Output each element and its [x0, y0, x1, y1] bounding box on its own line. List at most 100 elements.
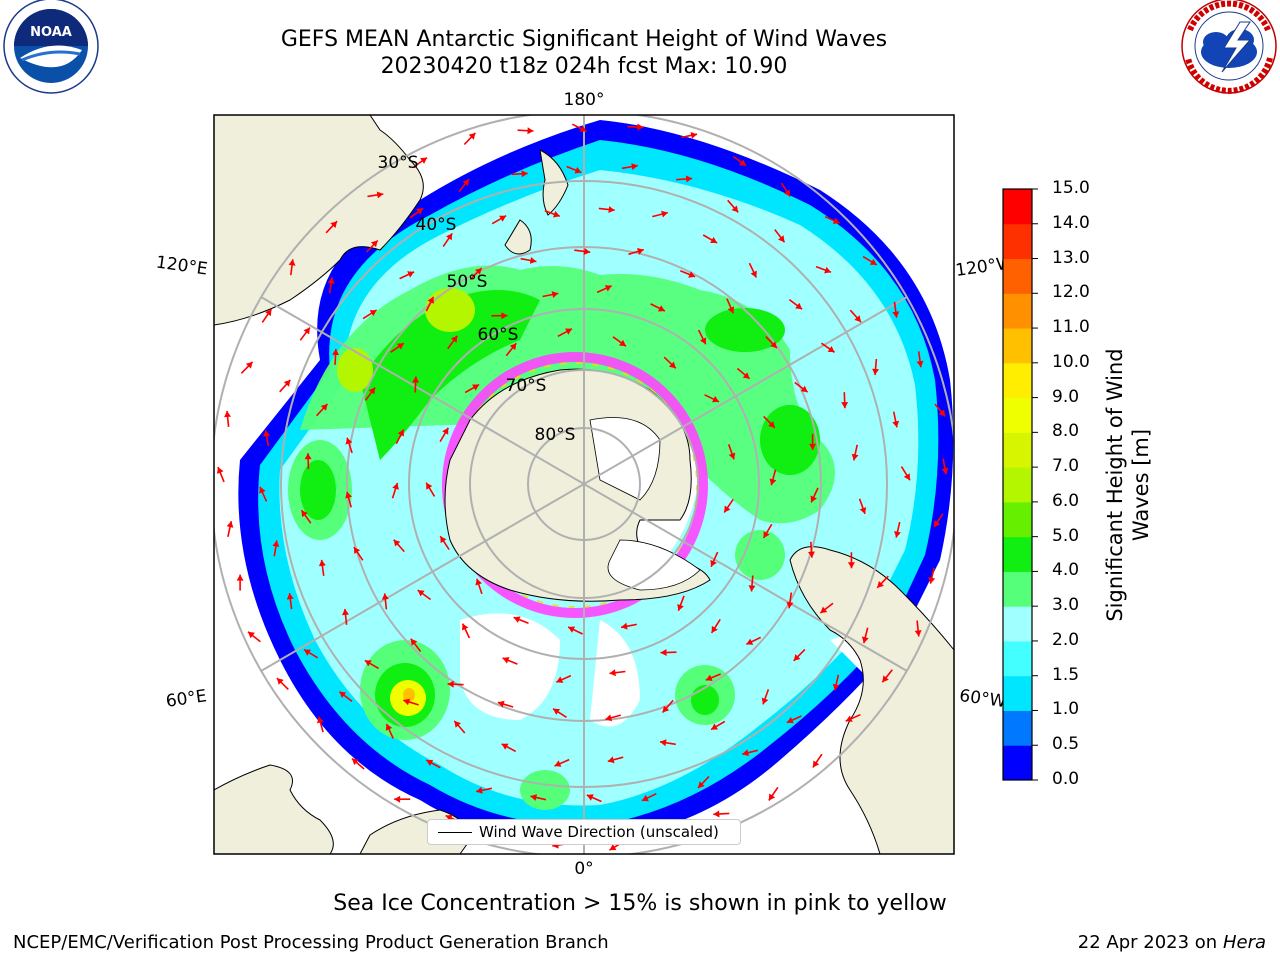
wave-arrow-head: [783, 189, 790, 197]
chart-title: GEFS MEAN Antarctic Significant Height o…: [280, 27, 888, 52]
wave-arrow-head: [677, 604, 684, 611]
wave-arrow-head: [265, 309, 272, 317]
wave-arrow-head: [454, 720, 461, 728]
wave-arrow-head: [914, 630, 922, 637]
wave-arrow-head: [462, 179, 470, 186]
colorbar-tick-label: 6.0: [1052, 490, 1080, 511]
legend-line-icon: [438, 832, 472, 833]
colorbar-segment: [1003, 745, 1032, 781]
lat-label-60s: 60°S: [478, 325, 519, 345]
wave-arrow-head: [392, 483, 399, 490]
wave-arrow-head: [609, 844, 617, 851]
wave-arrow-head: [793, 654, 801, 661]
wave-arrow-head: [407, 271, 415, 278]
colorbar-segment: [1003, 571, 1032, 607]
footer-credit: NCEP/EMC/Verification Post Processing Pr…: [13, 932, 609, 953]
wave-arrow-head: [318, 559, 326, 567]
wave-arrow-head: [553, 210, 560, 218]
wave-arrow-head: [824, 266, 831, 274]
lat-label-40s: 40°S: [416, 215, 457, 235]
wave-arrow-head: [859, 507, 867, 514]
wave-arrow-head: [426, 482, 433, 490]
wave-arrow-head: [778, 235, 785, 243]
legend-label: Wind Wave Direction (unscaled): [479, 823, 719, 841]
wave-arrow-head: [742, 749, 749, 757]
colorbar-tick-label: 0.5: [1052, 734, 1080, 755]
wave-arrow-head: [385, 723, 393, 731]
wave-arrow-head: [353, 547, 361, 554]
wave-arrow-head: [770, 341, 777, 349]
colorbar-segment: [1003, 223, 1032, 260]
wave-arrow-head: [847, 562, 855, 569]
footer-date-text: 22 Apr 2023 on: [1077, 932, 1223, 953]
wave-arrow-head: [660, 649, 667, 656]
wave-arrow-head: [502, 657, 510, 664]
wave-arrow-head: [750, 270, 757, 278]
wave-arrow-head: [376, 191, 384, 199]
colorbar-label: Significant Height of Wind Waves [m]: [1103, 348, 1153, 622]
wave-arrow-head: [727, 306, 735, 314]
wave-arrow-head: [499, 215, 507, 222]
sea-ice-note: Sea Ice Concentration > 15% is shown in …: [333, 891, 947, 916]
wave-arrow-head: [604, 285, 612, 292]
wave-arrow-head: [621, 622, 628, 630]
colorbar-segment: [1003, 710, 1032, 746]
wave-arrow-head: [861, 636, 869, 644]
wave-arrow-head: [688, 271, 696, 278]
wave-arrow-head: [574, 167, 582, 174]
wave-arrow-head: [748, 585, 756, 592]
wave-arrow-head: [619, 339, 626, 347]
wave-arrow-head: [286, 593, 294, 600]
wave-arrow-head: [501, 312, 508, 320]
wave-arrow-head: [397, 429, 404, 437]
wave-arrow-head: [427, 296, 434, 304]
colorbar-border: [1002, 188, 1033, 781]
wave-arrow-head: [941, 467, 949, 475]
wave-arrow-head: [371, 240, 378, 248]
wave-arrow-head: [369, 310, 377, 317]
colorbar-segment: [1003, 258, 1032, 294]
wave-arrow-head: [327, 277, 335, 284]
wave-arrow-head: [554, 760, 562, 767]
wave-arrow-head: [317, 716, 324, 724]
wave-arrow-head: [731, 205, 739, 213]
wave-arrow-head: [283, 379, 291, 387]
lon-label-180: 180°: [564, 90, 605, 110]
wave-arrow-head: [854, 315, 861, 323]
wave-arrow-head: [841, 402, 849, 409]
chart-subtitle: 20230420 t18z 024h fcst Max: 10.90: [380, 54, 788, 79]
wave-arrow-head: [877, 581, 884, 588]
wave-arrow-head: [637, 248, 644, 255]
wave-arrow-head: [586, 794, 594, 801]
wave-arrow-head: [660, 739, 667, 747]
meridian-lines: [260, 115, 908, 854]
wave-arrow-head: [809, 443, 817, 450]
wave-arrow-head: [303, 327, 310, 335]
wave-arrow-head: [662, 705, 670, 713]
lon-label-0: 0°: [574, 859, 593, 879]
wave-arrow-head: [746, 638, 754, 645]
wave-arrow-head: [808, 551, 815, 558]
colorbar-segment: [1003, 432, 1032, 468]
colorbar-tick-label: 4.0: [1052, 560, 1080, 581]
wave-arrow-head: [739, 159, 747, 166]
wave-arrow-head: [276, 678, 284, 685]
noaa-logo: NOAA: [3, 0, 99, 94]
south-america-landmass: [789, 546, 954, 854]
wave-arrow-head: [882, 675, 889, 683]
wave-arrow-head: [713, 810, 720, 818]
lon-label-60w: 60°W: [958, 686, 1007, 712]
wave-arrow-head: [224, 411, 231, 418]
colorbar-tick-label: 15.0: [1052, 178, 1090, 198]
wave-arrow-head: [217, 467, 224, 474]
colorbar-tick-label: 1.5: [1052, 664, 1080, 685]
australia-landmass: [214, 115, 424, 326]
wave-arrow-head: [416, 208, 424, 215]
lat-label-50s: 50°S: [447, 272, 488, 292]
wave-arrow-head: [690, 132, 698, 139]
wave-arrow-head: [352, 758, 359, 766]
wave-arrow-head: [761, 697, 769, 705]
wave-arrow-head: [786, 601, 794, 609]
wave-arrow-head: [605, 714, 613, 722]
wave-arrow-head: [711, 625, 718, 633]
